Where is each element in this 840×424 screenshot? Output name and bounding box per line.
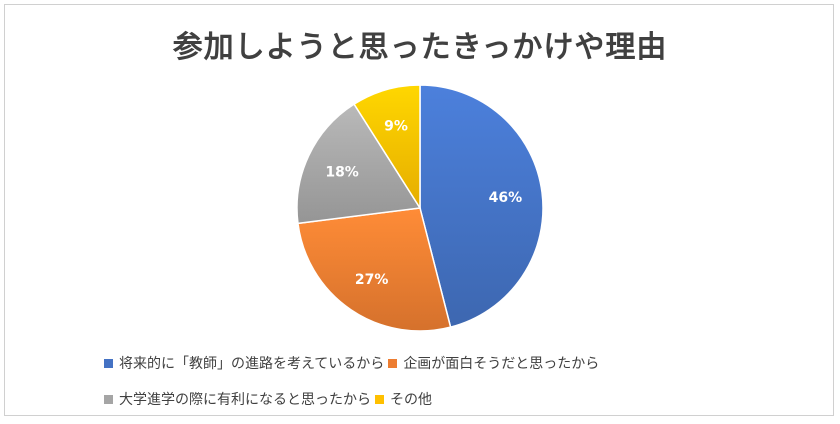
legend-label-other: その他	[390, 392, 432, 408]
pie-slice-teacher	[419, 84, 544, 329]
data-label-university: 18%	[325, 164, 359, 180]
legend-row-1: 将来的に「教師」の進路を考えているから 企画が面白そうだと思ったから	[104, 352, 744, 374]
data-label-interesting: 27%	[355, 272, 389, 288]
legend-item-interesting: 企画が面白そうだと思ったから	[388, 353, 599, 373]
legend-label-teacher: 将来的に「教師」の進路を考えているから	[119, 356, 385, 372]
data-label-other: 9%	[384, 118, 408, 134]
pie-slice-interesting	[297, 207, 452, 332]
legend-item-other: その他	[375, 389, 432, 409]
legend: 将来的に「教師」の進路を考えているから 企画が面白そうだと思ったから 大学進学の…	[104, 352, 744, 424]
legend-swatch-university	[104, 394, 113, 404]
legend-row-2: 大学進学の際に有利になると思ったから その他	[104, 388, 744, 410]
chart-title: 参加しようと思ったきっかけや理由	[172, 30, 668, 65]
legend-label-interesting: 企画が面白そうだと思ったから	[403, 356, 600, 372]
legend-item-teacher: 将来的に「教師」の進路を考えているから	[104, 353, 384, 373]
legend-swatch-other	[375, 394, 384, 404]
legend-item-university: 大学進学の際に有利になると思ったから	[104, 389, 371, 409]
legend-label-university: 大学進学の際に有利になると思ったから	[119, 392, 371, 408]
legend-swatch-teacher	[104, 358, 113, 368]
data-label-teacher: 46%	[489, 190, 523, 206]
legend-swatch-interesting	[388, 358, 398, 368]
pie-slice-university	[296, 103, 422, 225]
pie-slice-other	[353, 84, 421, 211]
